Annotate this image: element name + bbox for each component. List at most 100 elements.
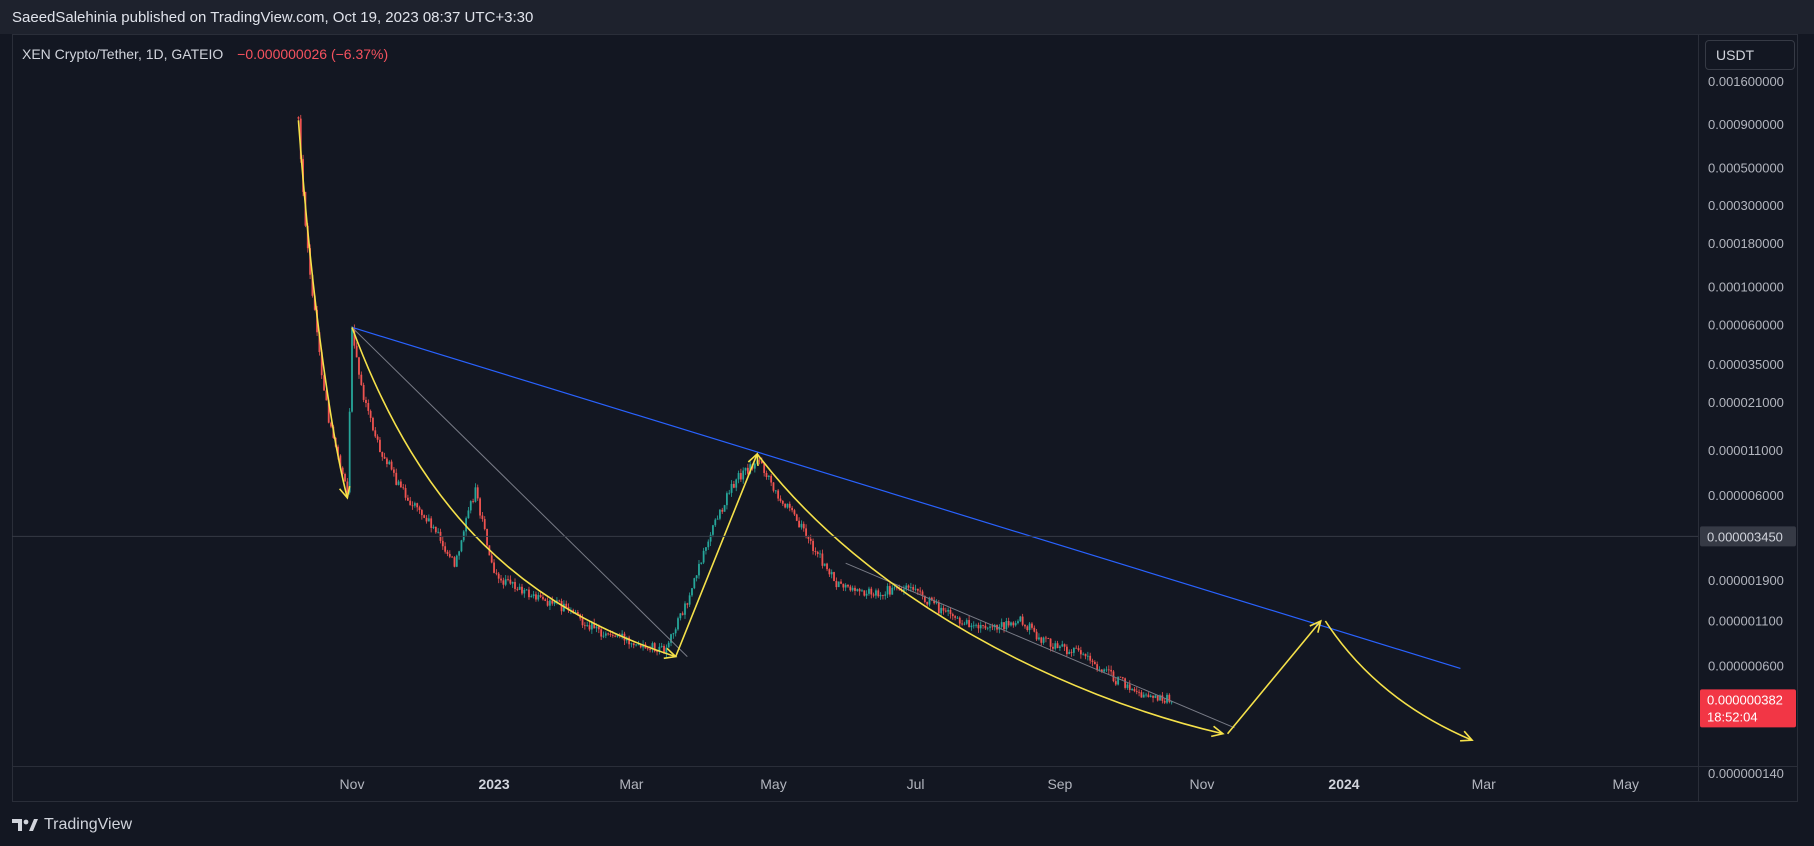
candle-body xyxy=(1028,623,1031,631)
candle-body xyxy=(728,492,731,494)
candle-body xyxy=(670,634,672,643)
candle-body xyxy=(1063,644,1066,647)
time-axis[interactable]: Nov 2023 Mar May Jul Sep Nov 2024 Mar May xyxy=(340,776,1639,792)
candle xyxy=(1124,677,1127,690)
candle-body xyxy=(770,475,773,483)
candle-body xyxy=(346,481,349,493)
candle xyxy=(1054,640,1057,651)
candle-body xyxy=(1154,695,1157,698)
candle xyxy=(823,563,826,567)
candle-body xyxy=(739,473,742,480)
candle-body xyxy=(709,534,712,542)
candle xyxy=(844,583,847,592)
candle-body xyxy=(714,519,717,526)
yellow-arrow-6 xyxy=(1460,730,1474,742)
candle-body xyxy=(1147,694,1150,698)
candle xyxy=(1093,660,1096,665)
candle-body xyxy=(465,518,468,532)
y-tick-label: 0.000500000 xyxy=(1708,160,1784,175)
candle-body xyxy=(861,590,863,592)
candle xyxy=(1100,669,1103,674)
candle-body xyxy=(556,600,558,602)
footer-brand[interactable]: TradingView xyxy=(12,814,132,836)
candle xyxy=(1145,692,1147,698)
candle-body xyxy=(1170,701,1173,703)
candle xyxy=(630,642,633,648)
candle xyxy=(879,592,882,600)
candle xyxy=(795,513,798,522)
publisher-line: SaeedSalehinia published on TradingView.… xyxy=(12,9,534,26)
time-axis-border xyxy=(12,766,1798,767)
candle xyxy=(1014,620,1017,627)
candle-body xyxy=(560,600,563,612)
candle xyxy=(902,585,905,595)
candle xyxy=(528,586,530,600)
candle-body xyxy=(1012,622,1015,626)
candle-body xyxy=(907,585,910,588)
candle xyxy=(444,542,447,554)
candle xyxy=(1017,619,1019,625)
candle xyxy=(735,478,738,492)
candle-body xyxy=(872,594,875,596)
candle xyxy=(819,550,821,558)
candle-body xyxy=(856,589,859,591)
candle xyxy=(972,621,975,629)
candle-body xyxy=(1021,616,1024,625)
candle xyxy=(653,642,656,653)
candle xyxy=(1091,658,1094,667)
candle-body xyxy=(355,345,358,358)
candle xyxy=(1075,645,1078,649)
candle xyxy=(1079,646,1082,659)
candle-body xyxy=(493,562,495,573)
candle-body xyxy=(637,644,640,646)
candle-body xyxy=(353,328,356,346)
candle xyxy=(474,483,477,503)
candle xyxy=(1021,613,1024,627)
price-labels: 0.000003450 0.000000382 18:52:04 xyxy=(12,526,1796,728)
candle-body xyxy=(842,583,845,588)
candle-body xyxy=(679,613,682,619)
symbol-title[interactable]: XEN Crypto/Tether, 1D, GATEIO xyxy=(22,46,224,62)
candle xyxy=(681,611,684,616)
candle xyxy=(1024,624,1026,629)
candle xyxy=(413,501,416,508)
candle xyxy=(940,604,943,616)
candle xyxy=(1063,643,1066,652)
candle-body xyxy=(365,399,367,404)
series-legend[interactable]: XEN Crypto/Tether, 1D, GATEIO −0.0000000… xyxy=(22,46,388,62)
candle-body xyxy=(893,587,896,589)
x-tick-label: Mar xyxy=(1472,776,1496,792)
candle xyxy=(961,619,964,626)
candle-body xyxy=(597,626,600,630)
candle xyxy=(847,584,849,588)
currency-button[interactable]: USDT xyxy=(1705,40,1795,70)
candle xyxy=(437,528,440,534)
candle xyxy=(614,634,617,638)
candle xyxy=(1007,617,1010,628)
candle xyxy=(944,607,947,613)
candle xyxy=(849,584,852,592)
yellow-arrow-3 xyxy=(747,452,759,466)
candle-body xyxy=(805,528,807,537)
candle xyxy=(774,489,777,494)
candle-body xyxy=(658,646,661,652)
candle xyxy=(425,515,428,524)
candle-body xyxy=(516,588,519,590)
candle-body xyxy=(1086,655,1089,657)
candle-body xyxy=(949,609,952,615)
y-tick-label: 0.000060000 xyxy=(1708,317,1784,332)
candle xyxy=(1114,677,1117,686)
candle xyxy=(679,613,682,621)
candle-body xyxy=(418,507,421,511)
candle xyxy=(791,505,794,513)
price-axis[interactable]: 0.001600000 0.000900000 0.000500000 0.00030… xyxy=(1708,74,1784,781)
candle-body xyxy=(553,601,556,604)
candle xyxy=(486,528,488,547)
candle xyxy=(351,326,353,413)
candle xyxy=(602,631,605,639)
candle xyxy=(763,461,766,477)
candle-body xyxy=(549,600,551,606)
candle-body xyxy=(986,627,989,629)
candle xyxy=(504,574,507,587)
